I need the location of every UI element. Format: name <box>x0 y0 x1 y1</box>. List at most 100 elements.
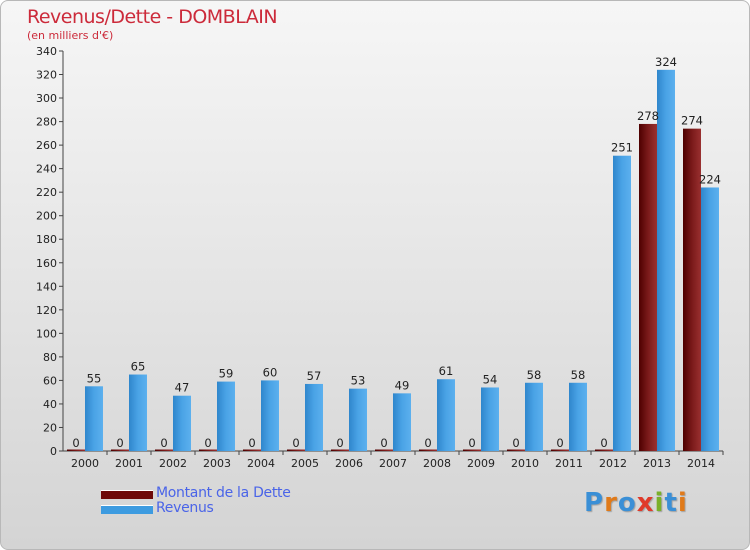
data-label-revenus: 60 <box>263 365 278 379</box>
y-tick-label: 0 <box>50 445 57 458</box>
y-tick-label: 160 <box>36 257 57 270</box>
bar-dette <box>155 449 173 451</box>
legend-swatch-revenus <box>101 505 153 514</box>
data-label-dette: 0 <box>160 436 167 450</box>
x-tick-label: 2007 <box>379 457 407 470</box>
bar-revenus <box>393 393 411 451</box>
chart-title: Revenus/Dette - DOMBLAIN <box>27 6 278 28</box>
logo-letter: i <box>654 488 665 518</box>
bar-dette <box>463 449 481 451</box>
data-label-dette: 0 <box>512 436 519 450</box>
bar-revenus <box>173 395 191 451</box>
y-tick-label: 300 <box>36 92 57 105</box>
data-label-revenus: 224 <box>699 172 721 186</box>
data-label-dette: 0 <box>204 436 211 450</box>
data-label-revenus: 324 <box>655 55 677 69</box>
y-tick-label: 260 <box>36 139 57 152</box>
y-tick-label: 200 <box>36 210 57 223</box>
y-tick-label: 240 <box>36 163 57 176</box>
bar-revenus <box>525 382 543 451</box>
legend-label-revenus: Revenus <box>156 500 214 516</box>
data-label-dette: 0 <box>72 436 79 450</box>
legend-label-dette: Montant de la Dette <box>156 485 291 501</box>
bar-revenus <box>437 379 455 451</box>
bar-revenus <box>305 383 323 451</box>
data-label-revenus: 57 <box>307 369 322 383</box>
data-label-dette: 0 <box>468 436 475 450</box>
bar-revenus <box>261 380 279 451</box>
data-label-dette: 274 <box>681 114 703 128</box>
data-label-dette: 0 <box>600 436 607 450</box>
data-label-revenus: 58 <box>527 368 542 382</box>
logo-letter: x <box>636 488 655 518</box>
y-tick-label: 120 <box>36 304 57 317</box>
legend-swatch-dette <box>101 490 153 499</box>
x-tick-label: 2014 <box>687 457 715 470</box>
x-tick-label: 2004 <box>247 457 275 470</box>
data-label-dette: 0 <box>336 436 343 450</box>
data-label-dette: 0 <box>116 436 123 450</box>
proxiti-logo: Proxiti <box>584 488 688 518</box>
bar-dette <box>331 449 349 451</box>
y-tick-label: 100 <box>36 327 57 340</box>
x-tick-label: 2011 <box>555 457 583 470</box>
bar-dette <box>375 449 393 451</box>
x-tick-label: 2000 <box>71 457 99 470</box>
data-label-dette: 0 <box>556 436 563 450</box>
x-tick-label: 2002 <box>159 457 187 470</box>
bar-dette <box>507 449 525 451</box>
bar-revenus <box>129 374 147 451</box>
bar-revenus <box>349 388 367 451</box>
x-tick-label: 2013 <box>643 457 671 470</box>
bar-dette <box>111 449 129 451</box>
data-label-revenus: 53 <box>351 374 366 388</box>
y-tick-label: 340 <box>36 45 57 58</box>
data-label-revenus: 251 <box>611 141 633 155</box>
x-tick-label: 2005 <box>291 457 319 470</box>
x-tick-label: 2008 <box>423 457 451 470</box>
y-tick-label: 80 <box>43 351 57 364</box>
y-tick-label: 220 <box>36 186 57 199</box>
bar-revenus <box>701 187 719 451</box>
logo-letter: r <box>604 488 618 518</box>
y-tick-label: 60 <box>43 374 57 387</box>
data-label-revenus: 55 <box>87 371 102 385</box>
logo-letter: o <box>617 488 637 518</box>
bar-dette <box>67 449 85 451</box>
y-tick-label: 280 <box>36 116 57 129</box>
bar-dette <box>551 449 569 451</box>
y-tick-label: 140 <box>36 280 57 293</box>
y-tick-label: 180 <box>36 233 57 246</box>
x-tick-label: 2003 <box>203 457 231 470</box>
bar-revenus <box>569 382 587 451</box>
logo-letter: i <box>677 488 688 518</box>
data-label-revenus: 58 <box>571 368 586 382</box>
bar-dette <box>287 449 305 451</box>
bar-dette <box>199 449 217 451</box>
x-tick-label: 2012 <box>599 457 627 470</box>
logo-letter: P <box>584 488 605 518</box>
bar-dette <box>595 449 613 451</box>
data-label-dette: 278 <box>637 109 659 123</box>
x-tick-label: 2001 <box>115 457 143 470</box>
bar-revenus <box>481 387 499 451</box>
x-tick-label: 2006 <box>335 457 363 470</box>
bar-dette <box>243 449 261 451</box>
bar-revenus <box>613 155 631 452</box>
data-label-dette: 0 <box>292 436 299 450</box>
data-label-revenus: 49 <box>395 378 410 392</box>
data-label-dette: 0 <box>380 436 387 450</box>
y-tick-label: 20 <box>43 421 57 434</box>
bar-revenus <box>217 381 235 451</box>
bar-revenus <box>85 386 103 451</box>
x-tick-label: 2010 <box>511 457 539 470</box>
bar-dette <box>419 449 437 451</box>
bar-dette <box>683 128 701 451</box>
x-tick-label: 2009 <box>467 457 495 470</box>
data-label-revenus: 59 <box>219 367 234 381</box>
y-tick-label: 40 <box>43 398 57 411</box>
data-label-revenus: 61 <box>439 364 454 378</box>
bar-dette <box>639 123 657 452</box>
